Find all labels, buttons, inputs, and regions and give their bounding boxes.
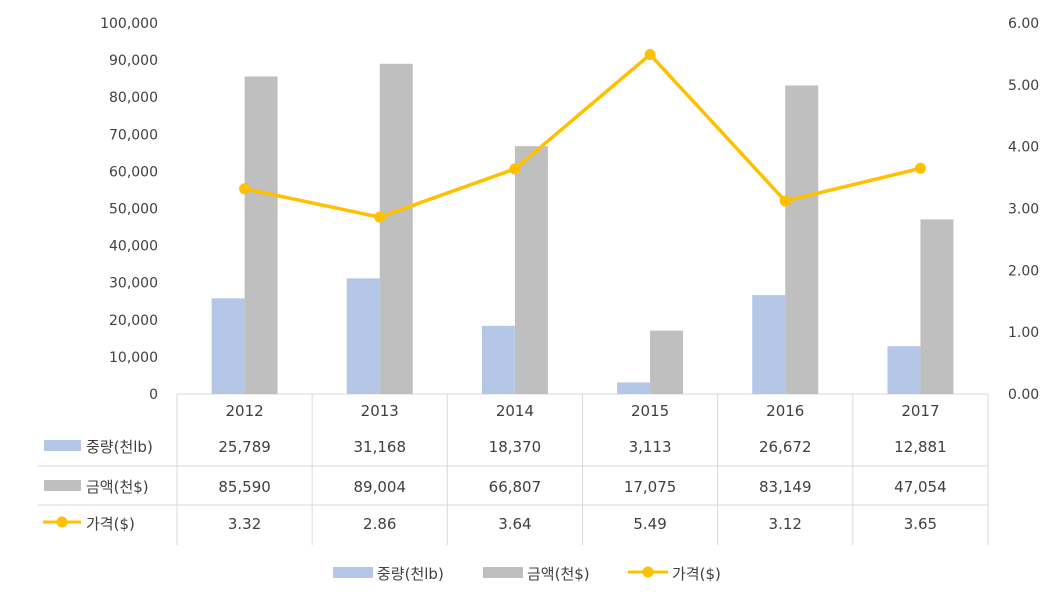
right-axis-ticks: 0.00 1.00 2.00 3.00 4.00 5.00 6.00 — [1008, 16, 1039, 403]
bar-series — [211, 63, 954, 395]
table-row-key: 중량(천lb) — [44, 438, 153, 456]
category-label: 2012 — [225, 402, 263, 420]
left-tick-label: 10,000 — [109, 350, 158, 366]
legend-marker — [642, 566, 654, 578]
table-cell: 5.49 — [633, 515, 666, 533]
data-table-grid — [38, 393, 989, 545]
table-cell: 83,149 — [759, 478, 812, 496]
bar-weight-2013 — [346, 278, 380, 394]
left-tick-label: 80,000 — [109, 90, 158, 106]
right-tick-label: 0.00 — [1008, 387, 1039, 403]
table-cell: 3.64 — [498, 515, 531, 533]
table-cell: 2.86 — [363, 515, 396, 533]
table-cell: 3.32 — [228, 515, 261, 533]
price-point-2013 — [374, 211, 386, 223]
table-cell: 85,590 — [218, 478, 271, 496]
right-tick-label: 6.00 — [1008, 16, 1039, 32]
legend-label: 가격($) — [672, 565, 721, 583]
table-cell: 3.12 — [769, 515, 802, 533]
price-point-2016 — [779, 195, 791, 207]
legend-swatch — [333, 567, 373, 578]
left-tick-label: 50,000 — [109, 202, 158, 218]
table-cell: 18,370 — [489, 438, 542, 456]
right-tick-label: 4.00 — [1008, 140, 1039, 156]
price-line — [244, 52, 921, 219]
line-series — [239, 49, 926, 223]
left-axis-ticks: 0 10,000 20,000 30,000 40,000 50,000 60,000 70,… — [100, 16, 158, 403]
bar-amount-2013 — [379, 63, 413, 394]
bar-amount-2012 — [244, 76, 278, 395]
table-cell: 17,075 — [624, 478, 677, 496]
left-tick-label: 0 — [149, 387, 158, 403]
series-marker — [56, 516, 68, 528]
bar-weight-2015 — [617, 382, 651, 394]
category-label: 2015 — [631, 402, 669, 420]
price-point-2012 — [239, 183, 251, 195]
price-point-2014 — [509, 163, 521, 175]
table-cell: 12,881 — [894, 438, 947, 456]
table-row-key: 가격($) — [43, 515, 135, 533]
bar-weight-2016 — [752, 295, 786, 394]
left-tick-label: 40,000 — [109, 239, 158, 255]
legend-item[interactable]: 가격($) — [628, 565, 721, 583]
legend-swatch — [483, 567, 523, 578]
series-swatch — [44, 480, 81, 491]
left-tick-label: 90,000 — [109, 53, 158, 69]
category-label: 2013 — [361, 402, 399, 420]
right-tick-label: 3.00 — [1008, 202, 1039, 218]
category-label: 2017 — [901, 402, 939, 420]
category-label: 2014 — [496, 402, 534, 420]
price-point-2015 — [644, 49, 656, 61]
table-row-header: 중량(천lb) — [86, 438, 153, 456]
series-swatch — [44, 440, 81, 451]
legend-label: 금액(천$) — [527, 565, 590, 583]
category-label: 2016 — [766, 402, 804, 420]
table-row-header: 금액(천$) — [86, 478, 149, 496]
right-tick-label: 2.00 — [1008, 263, 1039, 279]
right-tick-label: 1.00 — [1008, 325, 1039, 341]
bar-amount-2017 — [920, 219, 954, 394]
left-tick-label: 70,000 — [109, 127, 158, 143]
right-tick-label: 5.00 — [1008, 78, 1039, 94]
legend[interactable]: 중량(천lb) 금액(천$) 가격($) — [333, 565, 721, 583]
bar-amount-2015 — [650, 330, 684, 394]
table-cell: 31,168 — [354, 438, 407, 456]
table-row-header: 가격($) — [86, 515, 135, 533]
table-cell: 89,004 — [354, 478, 407, 496]
table-row-key: 금액(천$) — [44, 478, 149, 496]
table-cell: 66,807 — [489, 478, 542, 496]
table-cell: 47,054 — [894, 478, 947, 496]
bar-weight-2012 — [211, 298, 245, 394]
table-cell: 3.65 — [904, 515, 937, 533]
category-labels: 2012 2013 2014 2015 2016 2017 — [225, 402, 939, 420]
bar-weight-2014 — [481, 325, 515, 394]
left-tick-label: 20,000 — [109, 313, 158, 329]
legend-item[interactable]: 금액(천$) — [483, 565, 590, 583]
table-cell: 26,672 — [759, 438, 812, 456]
legend-item[interactable]: 중량(천lb) — [333, 565, 444, 583]
bar-weight-2017 — [887, 346, 921, 394]
bar-amount-2014 — [514, 146, 548, 394]
left-tick-label: 100,000 — [100, 16, 158, 32]
left-tick-label: 30,000 — [109, 276, 158, 292]
table-cell: 3,113 — [629, 438, 672, 456]
price-point-2017 — [914, 162, 926, 174]
left-tick-label: 60,000 — [109, 164, 158, 180]
bar-amount-2016 — [785, 85, 819, 394]
data-table: 중량(천lb) 25,789 31,168 18,370 3,113 26,672 12,8… — [43, 438, 947, 533]
legend-label: 중량(천lb) — [377, 565, 444, 583]
table-cell: 25,789 — [218, 438, 271, 456]
